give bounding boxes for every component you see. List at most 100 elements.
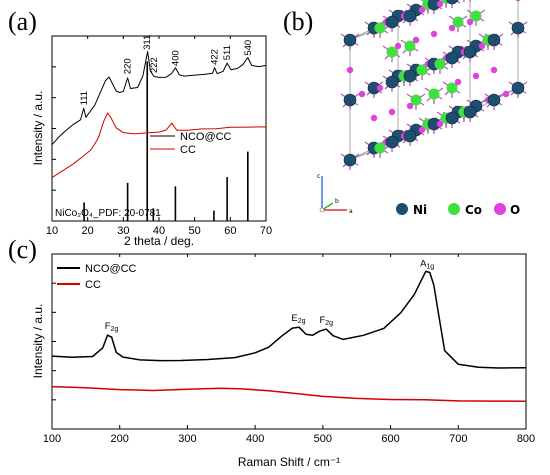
o-atom: [346, 66, 354, 74]
x-tick-label: 500: [314, 433, 332, 445]
ni-atom: [463, 45, 477, 59]
b-axis-label: b: [335, 198, 339, 205]
raman-plot-frame: [51, 253, 527, 430]
co-atom: [434, 58, 446, 70]
o-atom: [448, 24, 456, 32]
ni-atom: [343, 93, 357, 107]
raman-y-ticks: [52, 282, 56, 401]
x-tick-label: 400: [246, 433, 264, 445]
panel-letter-a: (a): [8, 7, 37, 36]
ni-legend-swatch: [396, 203, 408, 215]
ni-atom: [385, 135, 399, 149]
co-atom: [446, 82, 458, 94]
peak-label: 220: [123, 58, 134, 74]
co-atom: [416, 64, 428, 76]
xrd-reference-label: NiCo₂O₄_PDF: 20-0781: [55, 208, 161, 219]
o-atom: [436, 120, 444, 128]
x-tick-label: 70: [260, 225, 272, 237]
ni-atom: [403, 129, 417, 143]
xrd-series: [51, 51, 267, 179]
o-atom: [388, 108, 396, 116]
x-tick-label: 30: [117, 225, 129, 237]
ni-atom: [343, 33, 357, 47]
peak-label: 540: [243, 40, 254, 56]
x-tick-label: 10: [46, 225, 58, 237]
x-tick-label: 50: [189, 225, 201, 237]
co-atom: [452, 16, 464, 28]
xrd-legend: NCO@CC CC: [150, 131, 232, 156]
x-tick-label: 60: [224, 225, 236, 237]
ni-atom: [511, 81, 525, 95]
a-axis-label: a: [349, 208, 353, 215]
raman-y-axis-title: Intensity / a.u.: [31, 304, 45, 379]
peak-label: 222: [149, 57, 160, 73]
ni-atom: [445, 111, 459, 125]
series-line-cc: [51, 385, 527, 402]
co-atom: [374, 142, 386, 154]
raman-legend-label-nco: NCO@CC: [85, 263, 137, 275]
o-atom: [502, 90, 510, 98]
raman-chart: 100 200 300 400 500 600 700 800 F2g E2g F2g A1g Ra…: [31, 253, 535, 469]
o-legend-label: O: [510, 203, 520, 217]
panel-letter-c: (c): [8, 235, 37, 264]
raman-x-axis-title: Raman Shift / cm⁻¹: [238, 455, 340, 469]
co-atom: [374, 22, 386, 34]
raman-legend-label-cc: CC: [85, 279, 101, 291]
raman-x-ticks: 100 200 300 400 500 600 700 800: [43, 254, 535, 445]
raman-legend: NCO@CC CC: [57, 263, 137, 291]
peak-label: 422: [210, 49, 221, 65]
ni-atom: [487, 93, 501, 107]
series-line-cc: [51, 112, 267, 179]
atoms: [343, 0, 525, 167]
raman-peak-labels: F2g E2g F2g A1g: [105, 259, 435, 333]
ni-legend-label: Ni: [413, 203, 427, 217]
panel-letter-b: (b): [283, 7, 313, 36]
o-atom: [466, 18, 474, 26]
ni-atom: [446, 0, 458, 5]
co-atom: [404, 40, 416, 52]
x-tick-label: 600: [381, 433, 399, 445]
peak-label-subscript: 2g: [111, 326, 119, 333]
x-tick-label: 800: [517, 433, 535, 445]
ni-atom: [385, 75, 399, 89]
o-atom: [478, 42, 486, 50]
legend-label-nco: NCO@CC: [180, 131, 232, 143]
series-line-nco: [51, 51, 267, 146]
series-line-nco: [51, 270, 527, 369]
o-atom: [418, 126, 426, 134]
peak-label-subscript: 2g: [298, 318, 306, 325]
peak-label: E2g: [291, 313, 305, 325]
legend-label-cc: CC: [180, 144, 196, 156]
x-tick-label: 100: [43, 433, 61, 445]
o-atom: [418, 6, 426, 14]
co-atom: [470, 10, 482, 22]
crystal-structure: c b a Ni Co O: [317, 0, 528, 217]
o-atom: [490, 66, 498, 74]
o-atom: [370, 114, 378, 122]
atom-legend: Ni Co O: [396, 203, 520, 217]
ni-atom: [403, 69, 417, 83]
x-tick-label: 40: [153, 225, 165, 237]
ni-atom: [463, 105, 477, 119]
x-tick-label: 20: [82, 225, 94, 237]
peak-label-subscript: 2g: [325, 320, 333, 327]
axis-origin: [319, 207, 325, 213]
o-atom: [376, 84, 384, 92]
peak-label: 400: [170, 50, 181, 66]
co-legend-label: Co: [465, 203, 482, 217]
xrd-x-ticks: 10 20 30 40 50 60 70: [46, 36, 272, 237]
ni-atom: [487, 33, 501, 47]
peak-label: 311: [142, 35, 153, 50]
o-atom: [515, 0, 521, 2]
o-atom: [436, 0, 444, 8]
axis-triad: c b a: [317, 173, 353, 215]
xrd-x-axis-title: 2 theta / deg.: [124, 234, 194, 248]
o-atom: [454, 78, 462, 86]
peak-label: 511: [222, 45, 233, 60]
xrd-reference-peaks: [83, 61, 249, 221]
raman-series: [51, 270, 527, 402]
peak-label-subscript: 1g: [426, 264, 434, 271]
x-tick-label: 700: [449, 433, 467, 445]
